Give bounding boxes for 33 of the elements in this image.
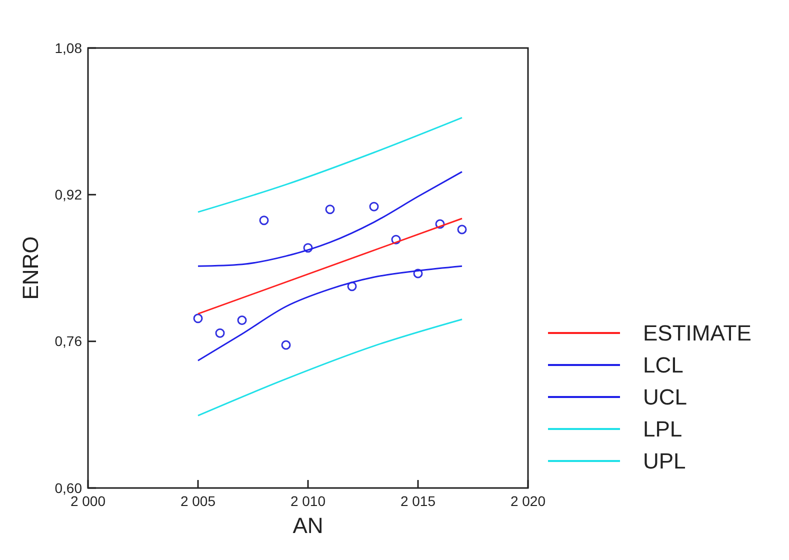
line-series <box>197 116 463 213</box>
legend-label: UPL <box>643 448 686 474</box>
point <box>413 268 423 278</box>
point <box>325 204 335 214</box>
y-tick-label: 0,60 <box>54 480 82 496</box>
x-tick-label: 2 005 <box>180 493 216 509</box>
point <box>303 243 313 253</box>
y-tick-label: 0,92 <box>54 186 82 203</box>
y-tick-label: 1,08 <box>54 40 82 56</box>
point <box>237 316 247 325</box>
point <box>193 314 203 324</box>
legend-label: UCL <box>643 384 688 410</box>
point <box>347 282 357 292</box>
line-series <box>197 318 463 416</box>
legend-label: LPL <box>643 416 682 442</box>
line-series <box>197 265 463 362</box>
point <box>435 219 445 229</box>
legend-label: ESTIMATE <box>643 320 752 346</box>
point <box>457 224 467 234</box>
point <box>259 216 269 226</box>
x-tick-label: 2 000 <box>70 493 106 509</box>
point <box>215 328 225 338</box>
point <box>391 234 401 244</box>
point <box>369 202 379 212</box>
point <box>281 340 291 350</box>
x-tick-label: 2 015 <box>400 493 436 509</box>
legend-label: LCL <box>643 352 684 378</box>
y-tick-label: 0,76 <box>54 333 82 350</box>
x-tick-label: 2 010 <box>290 493 326 509</box>
x-tick-label: 2 020 <box>510 493 546 509</box>
x-axis-title: AN <box>292 513 324 538</box>
line-series <box>197 171 463 267</box>
y-axis-title: ENRO <box>18 236 43 300</box>
